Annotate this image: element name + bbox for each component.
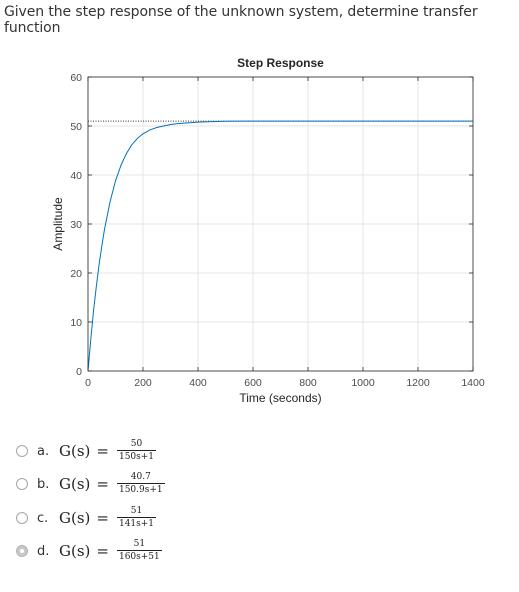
x-tick-label: 1200 — [406, 377, 430, 389]
option-letter: b. — [37, 476, 50, 492]
plot-area-border — [87, 76, 474, 372]
equals-sign: = — [96, 542, 109, 560]
transfer-function-lhs: G(s) — [59, 442, 91, 460]
radio-button[interactable] — [16, 445, 28, 457]
numerator: 40.7 — [130, 472, 151, 482]
option-letter: d. — [37, 543, 50, 559]
radio-button[interactable] — [16, 545, 28, 557]
denominator: 160s+51 — [116, 550, 162, 562]
fraction: 51 141s+1 — [116, 506, 157, 530]
y-tick-label: 0 — [76, 366, 82, 378]
y-tick-label: 30 — [70, 219, 82, 231]
transfer-function-lhs: G(s) — [59, 509, 91, 527]
x-tick-label: 600 — [244, 377, 262, 389]
x-tick-label: 1000 — [351, 377, 375, 389]
transfer-function-lhs: G(s) — [59, 542, 91, 560]
x-tick-label: 1400 — [461, 377, 485, 389]
x-axis-label: Time (seconds) — [239, 391, 321, 405]
step-response-chart: 0 200 400 600 800 1000 1200 1400 0 10 20 30 40 50 60 S… — [51, 56, 485, 405]
radio-button[interactable] — [16, 512, 28, 524]
y-axis-label: Amplitude — [51, 197, 65, 251]
option-b[interactable]: b. G(s) = 40.7 150.9s+1 — [16, 469, 216, 499]
x-tick-label: 400 — [189, 377, 207, 389]
fraction: 40.7 150.9s+1 — [116, 472, 165, 496]
y-tick-label: 40 — [70, 170, 82, 182]
equals-sign: = — [96, 509, 109, 527]
tick-labels: 0 200 400 600 800 1000 1200 1400 0 10 20 30 40 50 60 — [70, 72, 485, 389]
fraction: 51 160s+51 — [116, 539, 162, 563]
equals-sign: = — [96, 442, 109, 460]
x-tick-label: 200 — [134, 377, 152, 389]
fraction: 50 150s+1 — [116, 439, 157, 463]
y-tick-label: 50 — [70, 121, 82, 133]
y-tick-label: 60 — [70, 72, 82, 84]
option-letter: c. — [37, 510, 49, 526]
numerator: 50 — [130, 439, 143, 449]
y-tick-label: 10 — [70, 317, 82, 329]
x-tick-label: 0 — [85, 377, 91, 389]
numerator: 51 — [133, 539, 146, 549]
option-a[interactable]: a. G(s) = 50 150s+1 — [16, 436, 216, 466]
question-text: Given the step response of the unknown s… — [4, 4, 478, 36]
option-c[interactable]: c. G(s) = 51 141s+1 — [16, 503, 216, 533]
radio-button[interactable] — [16, 478, 28, 490]
series-layer — [87, 120, 473, 372]
denominator: 150s+1 — [116, 450, 157, 462]
y-tick-label: 20 — [70, 268, 82, 280]
equals-sign: = — [96, 475, 109, 493]
numerator: 51 — [130, 506, 143, 516]
option-d[interactable]: d. G(s) = 51 160s+51 — [16, 536, 216, 566]
grid-lines — [87, 76, 474, 372]
step-response-line — [87, 120, 473, 372]
denominator: 141s+1 — [116, 517, 157, 529]
transfer-function-lhs: G(s) — [59, 475, 91, 493]
chart-title: Step Response — [237, 56, 324, 70]
x-tick-label: 800 — [299, 377, 317, 389]
denominator: 150.9s+1 — [116, 483, 165, 495]
option-letter: a. — [37, 443, 50, 459]
